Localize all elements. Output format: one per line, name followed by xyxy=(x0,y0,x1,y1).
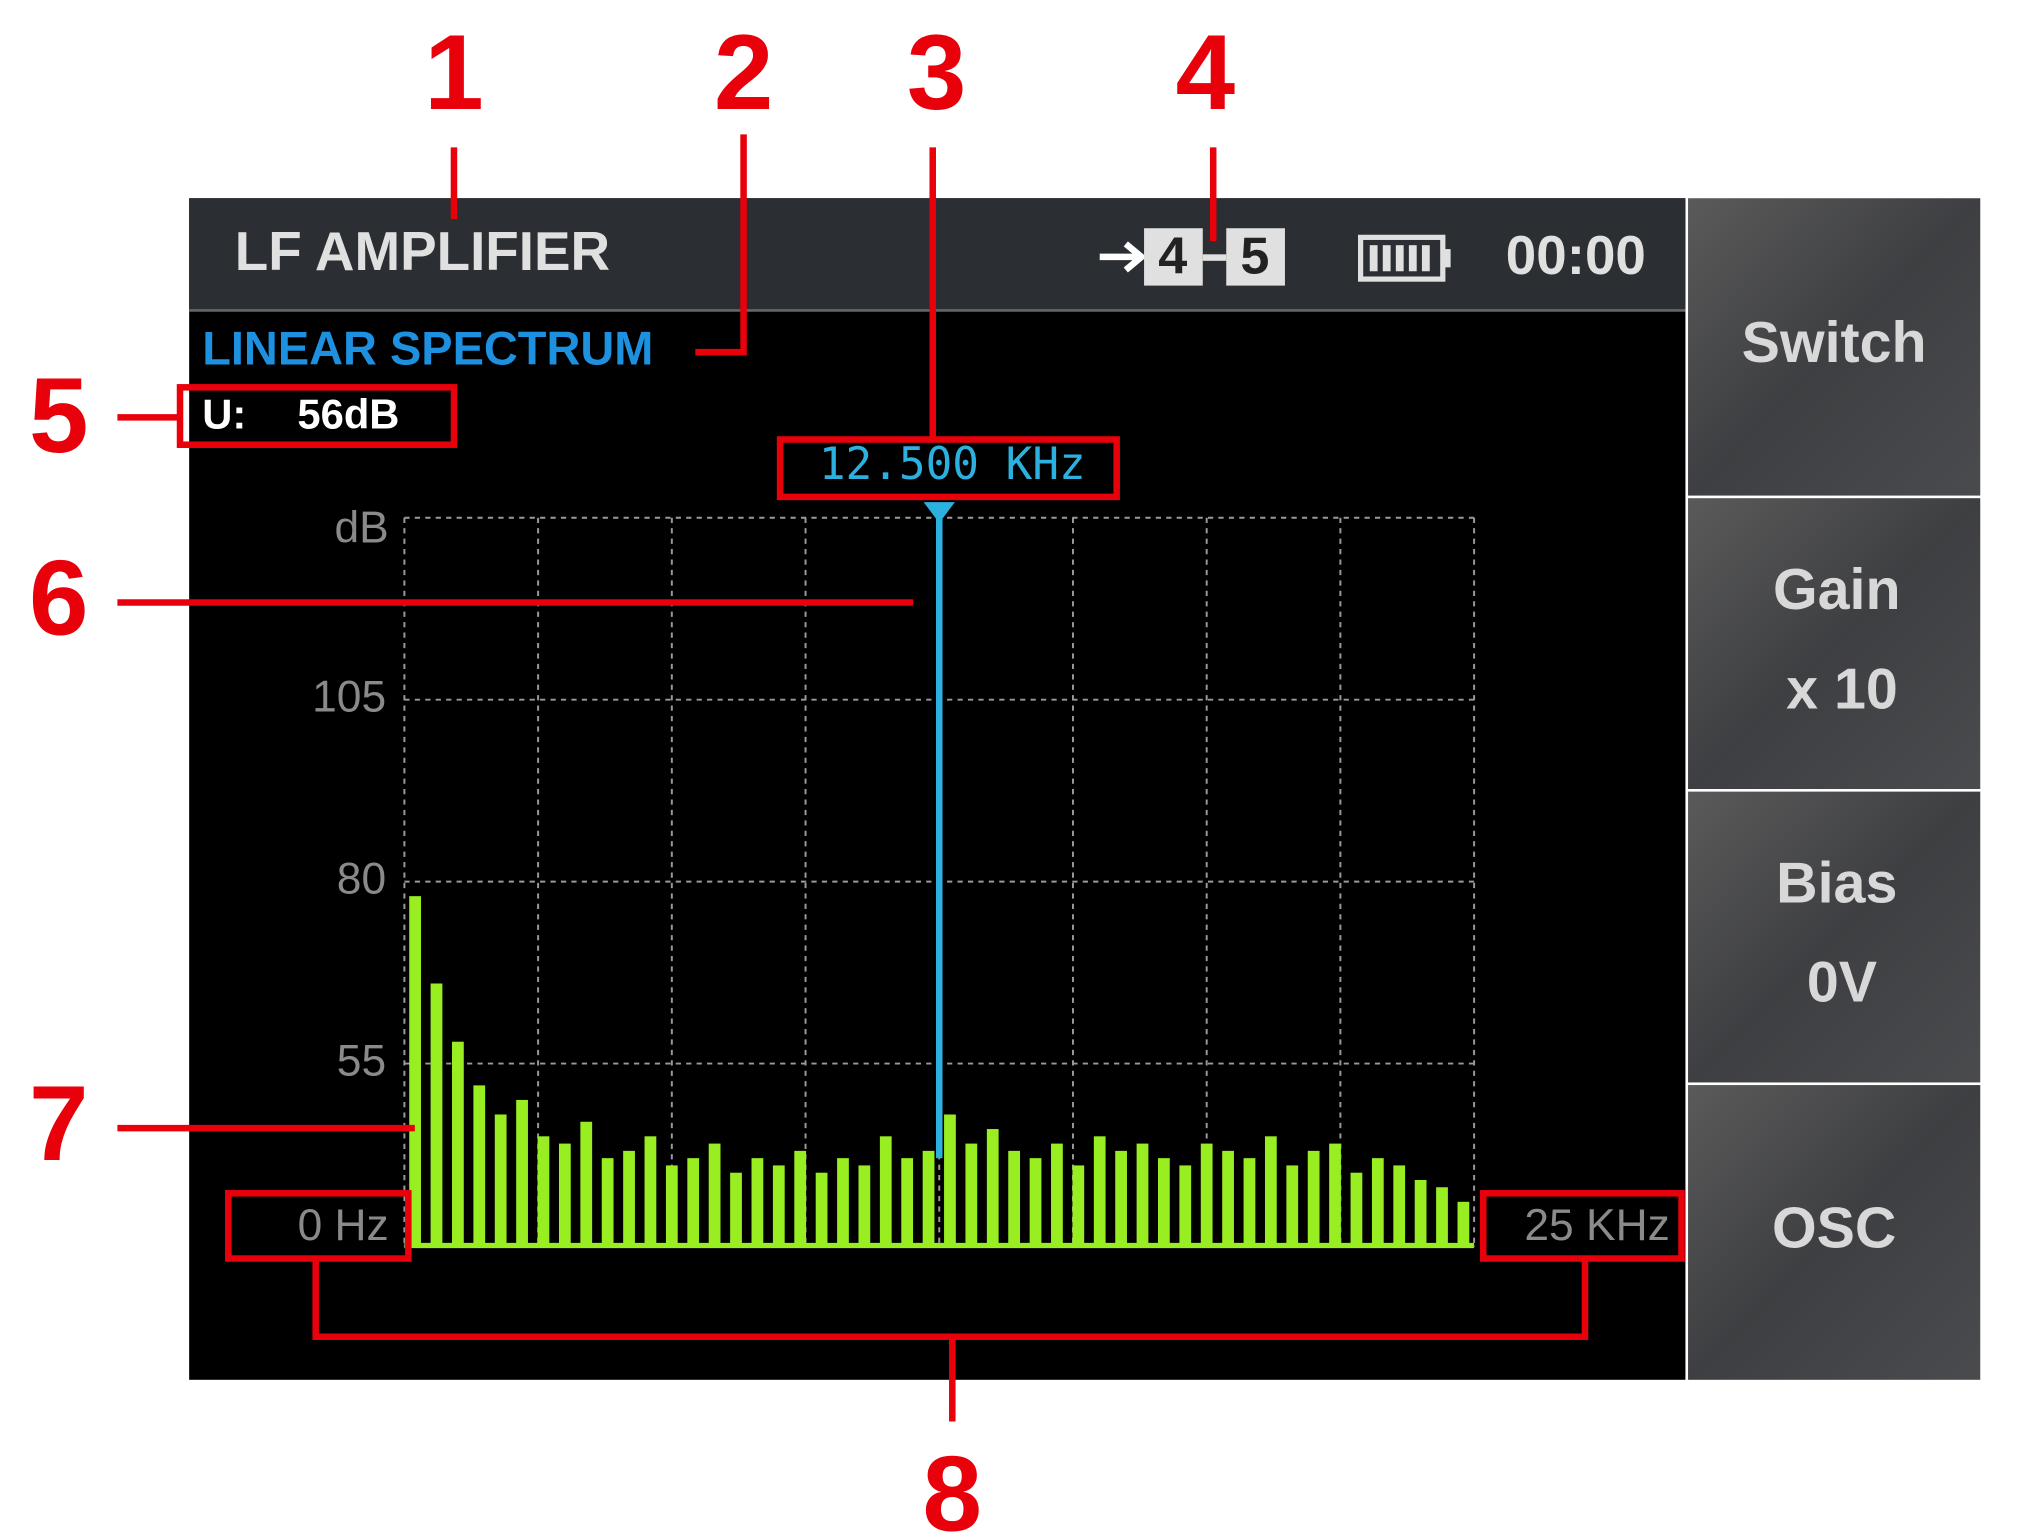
x-tick-label: 25 KHz xyxy=(1524,1201,1669,1250)
spectrum-bar xyxy=(1200,1143,1213,1246)
spectrum-bar xyxy=(1436,1187,1448,1246)
soft-button[interactable] xyxy=(1688,791,1981,1083)
callout-box xyxy=(225,1190,412,1262)
spectrum-bar xyxy=(944,1114,956,1246)
spectrum-bar xyxy=(1307,1150,1320,1246)
spectrum-bar xyxy=(1093,1136,1106,1246)
callout-number: 4 xyxy=(1176,12,1235,132)
app-title: LF AMPLIFIER xyxy=(235,220,610,282)
spectrum-bar xyxy=(473,1085,486,1246)
spectrum-bar xyxy=(815,1172,828,1246)
spectrum-bar xyxy=(644,1136,657,1246)
spectrum-bar xyxy=(1222,1150,1234,1246)
level-value: 56dB xyxy=(297,390,399,437)
spectrum-bar xyxy=(601,1158,614,1246)
spectrum-bar xyxy=(751,1158,764,1246)
spectrum-bar xyxy=(1115,1150,1127,1246)
callout-number: 2 xyxy=(714,12,773,132)
spectrum-bar xyxy=(1264,1136,1277,1246)
range-box xyxy=(1226,228,1285,286)
callout-number: 3 xyxy=(907,12,966,132)
spectrum-bar xyxy=(580,1121,593,1246)
range-from: 4 xyxy=(1158,227,1187,285)
spectrum-bar xyxy=(1371,1158,1384,1246)
button-label: Switch xyxy=(1742,311,1927,375)
spectrum-bar xyxy=(1179,1165,1192,1246)
spectrum-bar xyxy=(1072,1165,1085,1246)
soft-button[interactable] xyxy=(1688,498,1981,790)
button-label: OSC xyxy=(1772,1197,1896,1261)
y-unit: dB xyxy=(335,504,389,553)
spectrum-bar xyxy=(409,896,421,1246)
callout-line xyxy=(695,134,747,356)
callout-number: 8 xyxy=(923,1434,982,1535)
spectrum-bar xyxy=(1051,1143,1063,1246)
soft-button[interactable] xyxy=(1688,1085,1981,1380)
spectrum-bar xyxy=(730,1172,742,1246)
spectrum-bar xyxy=(794,1150,807,1246)
y-tick-label: 105 xyxy=(312,672,386,721)
spectrum-bar xyxy=(1029,1158,1042,1246)
marker-triangle xyxy=(923,502,955,523)
range-to: 5 xyxy=(1240,227,1269,285)
soft-button[interactable] xyxy=(1688,198,1981,496)
battery-icon xyxy=(1358,234,1451,282)
button-value: x 10 xyxy=(1786,657,1898,721)
spectrum-bar xyxy=(430,983,443,1246)
spectrum-bar xyxy=(1414,1179,1427,1246)
spectrum-bar xyxy=(452,1041,464,1246)
spectrum-bar xyxy=(772,1165,785,1246)
spectrum-bar xyxy=(494,1114,507,1246)
spectrum-bar xyxy=(623,1150,635,1246)
callout-box xyxy=(776,436,1120,501)
spectrum-bar xyxy=(1008,1150,1021,1246)
spectrum-bar xyxy=(1286,1165,1299,1246)
spectrum-bar xyxy=(986,1129,999,1246)
callout-number: 7 xyxy=(29,1063,88,1183)
spectrum-bar xyxy=(901,1158,914,1246)
callout-number: 1 xyxy=(424,12,483,132)
spectrum-bar xyxy=(1350,1172,1363,1246)
button-label: Gain xyxy=(1773,558,1901,622)
spectrum-bar xyxy=(965,1143,978,1246)
spectrum-bar xyxy=(1393,1165,1406,1246)
header-bar xyxy=(189,198,1686,311)
button-label: Bias xyxy=(1776,852,1897,916)
y-tick-label: 80 xyxy=(337,854,386,903)
clock: 00:00 xyxy=(1506,224,1646,286)
mode-label: LINEAR SPECTRUM xyxy=(202,322,653,375)
spectrum-bar xyxy=(1158,1158,1170,1246)
spectrum-bar xyxy=(1329,1143,1341,1246)
spectrum-bar xyxy=(558,1143,571,1246)
spectrum-bar xyxy=(708,1143,721,1246)
spectrum-bar xyxy=(1136,1143,1149,1246)
callout-number: 5 xyxy=(29,355,88,475)
spectrum-bar xyxy=(1457,1201,1470,1246)
level-label: U: xyxy=(202,390,246,437)
spectrum-bar xyxy=(687,1158,700,1246)
button-value: 0V xyxy=(1807,951,1877,1015)
arrow-icon xyxy=(1099,241,1147,273)
spectrum-bar xyxy=(665,1165,678,1246)
callout-line xyxy=(312,1258,1589,1422)
callout-box xyxy=(176,384,458,448)
spectrum-bar xyxy=(922,1150,935,1246)
marker-frequency: 12.500 KHz xyxy=(819,439,1086,490)
range-box xyxy=(1144,228,1203,286)
x-tick-label: 0 Hz xyxy=(298,1201,389,1250)
spectrum-bar xyxy=(1243,1158,1256,1246)
spectrum-bar xyxy=(879,1136,892,1246)
y-tick-label: 55 xyxy=(337,1036,386,1085)
callout-box xyxy=(1479,1190,1685,1262)
spectrum-bar xyxy=(516,1099,528,1246)
spectrum-bar xyxy=(858,1165,871,1246)
spectrum-bar xyxy=(837,1158,849,1246)
callout-number: 6 xyxy=(29,538,88,658)
spectrum-bar xyxy=(537,1136,550,1246)
